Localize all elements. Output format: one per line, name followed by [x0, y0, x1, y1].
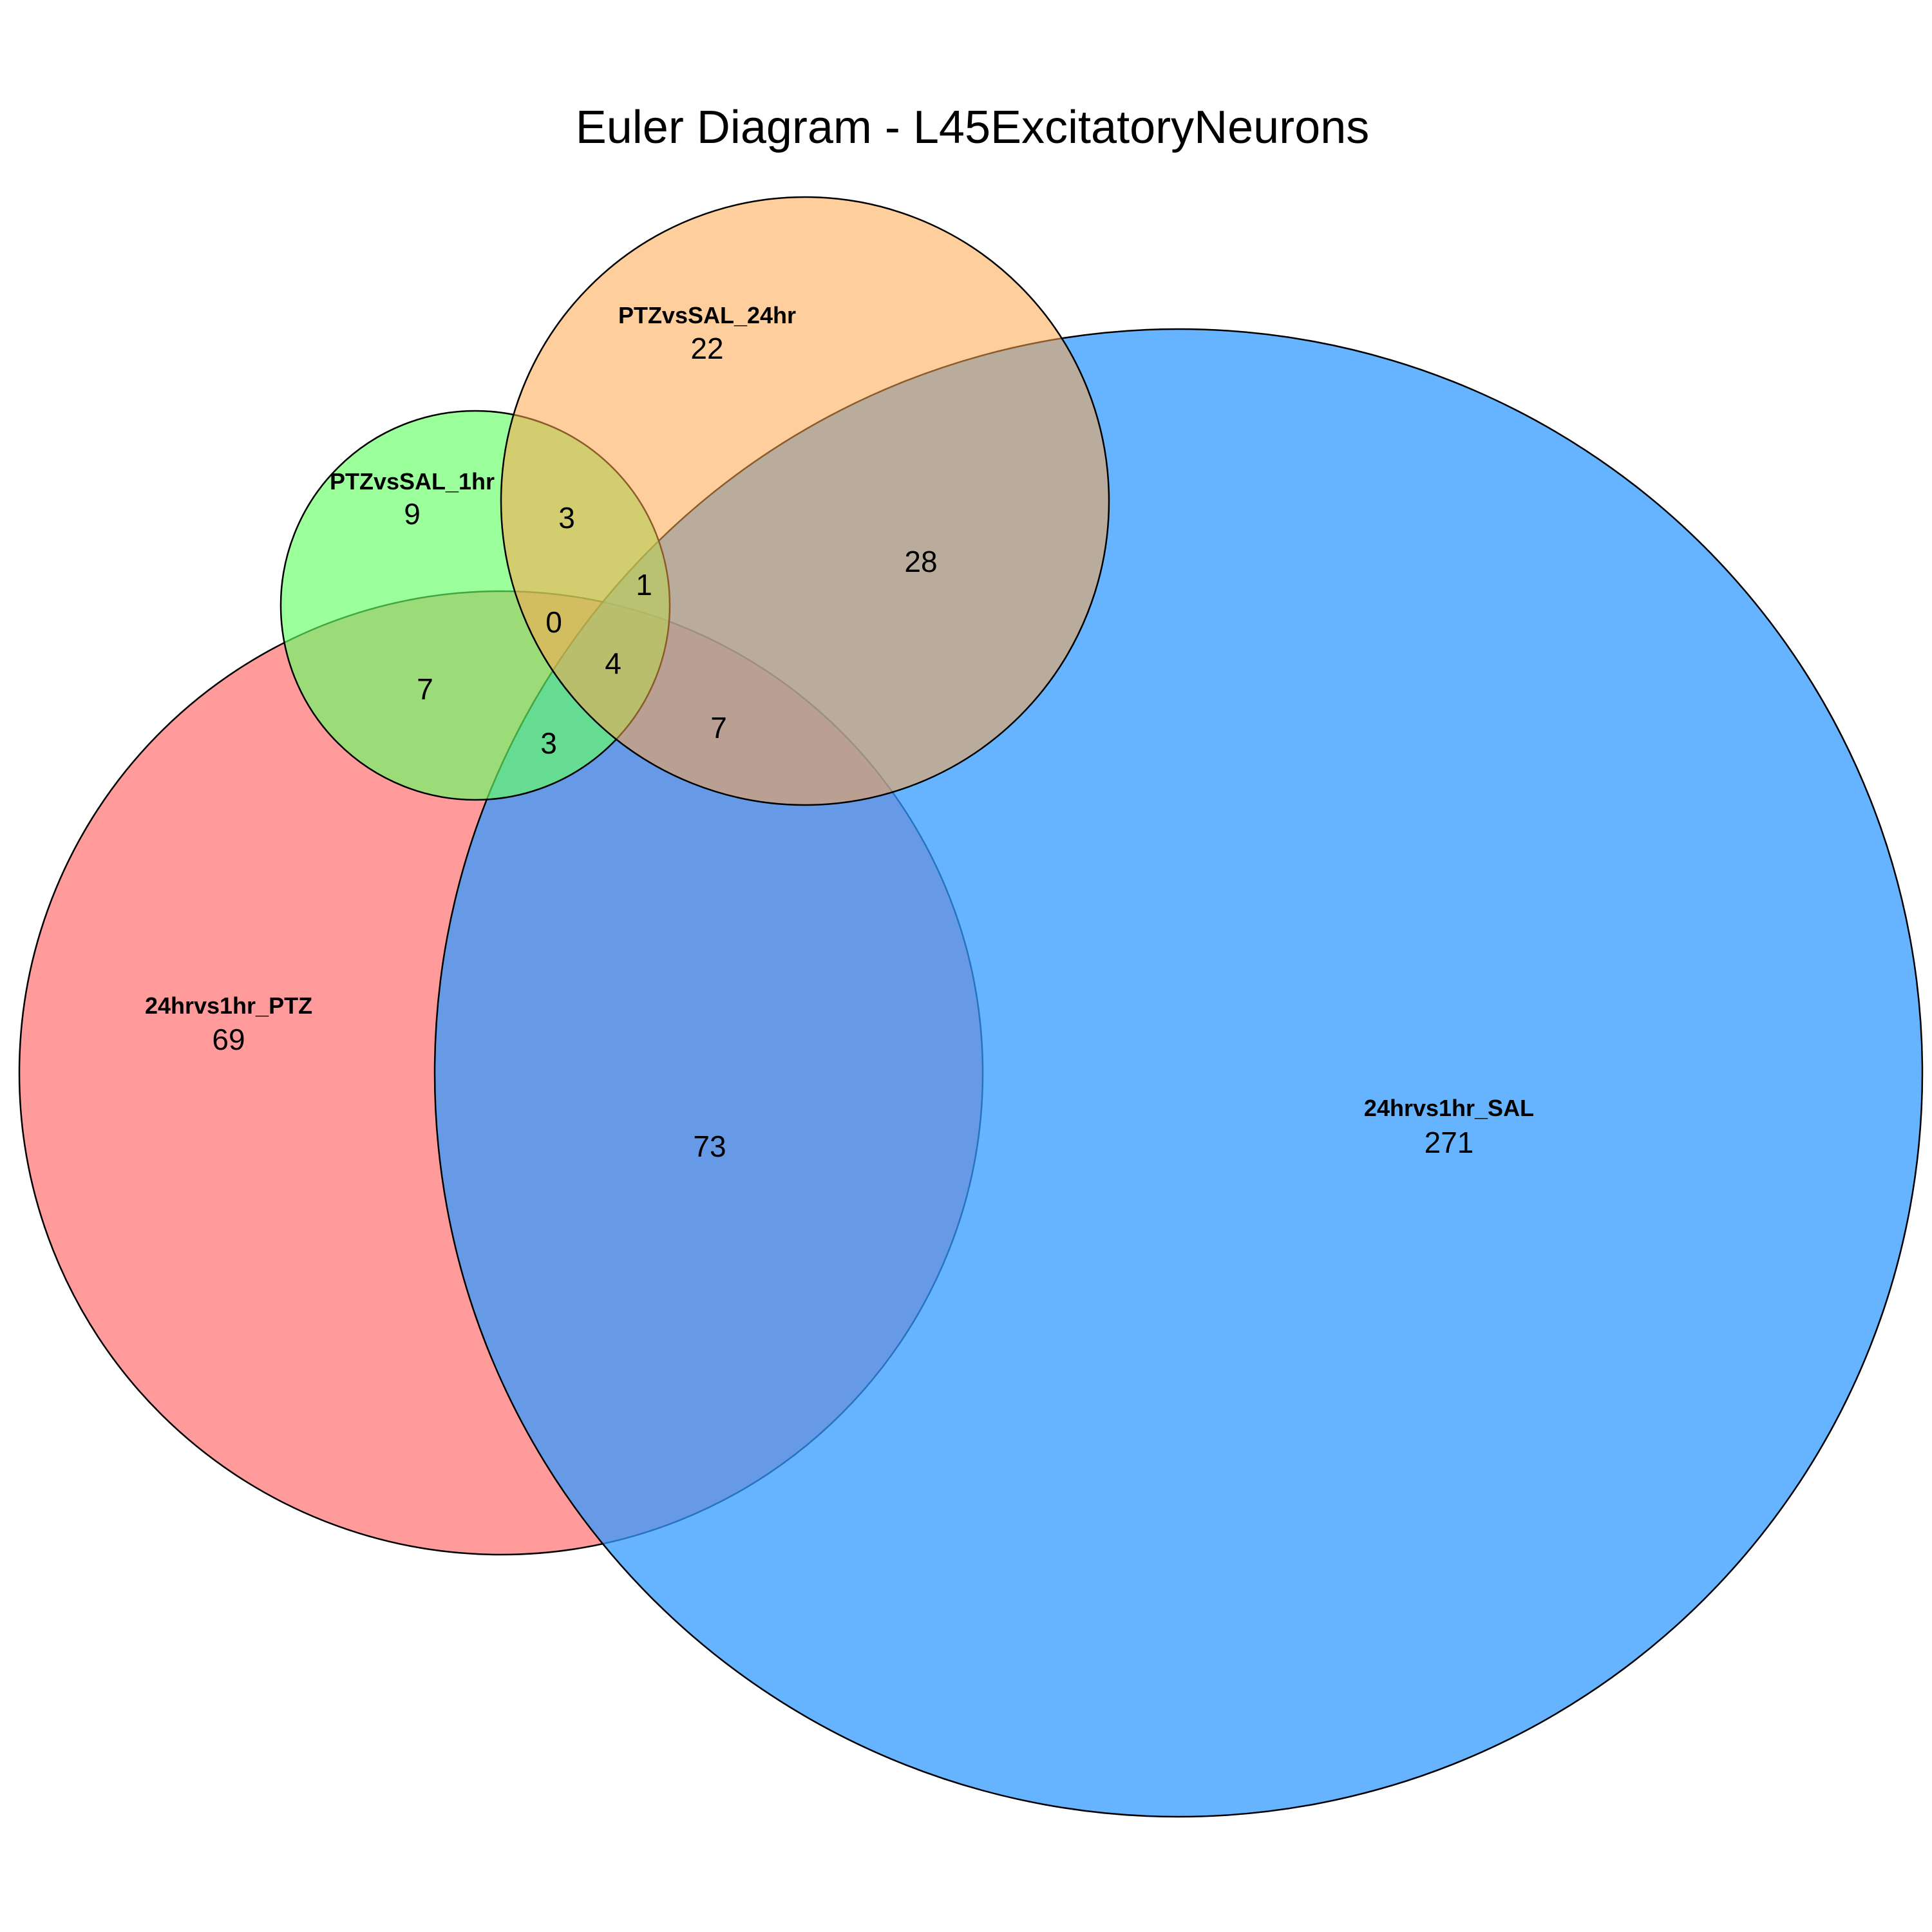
- count-all-four: 4: [605, 647, 621, 680]
- diagram-title: Euler Diagram - L45ExcitatoryNeurons: [576, 102, 1370, 153]
- set-label-ptzvssal-24hr: PTZvsSAL_24hr: [618, 302, 796, 328]
- count-ptz-sal: 73: [693, 1130, 726, 1163]
- count-ptzvssal-24hr-only: 22: [690, 332, 723, 365]
- count-sal-24hr: 28: [904, 545, 937, 578]
- count-1hr-24hr: 3: [558, 501, 575, 535]
- set-label-24hrvs1hr-sal: 24hrvs1hr_SAL: [1364, 1095, 1534, 1121]
- count-sal-1hr-24hr: 1: [636, 568, 652, 601]
- count-ptz-sal-24hr: 7: [710, 711, 727, 744]
- set-label-24hrvs1hr-ptz: 24hrvs1hr_PTZ: [145, 992, 312, 1019]
- count-ptz-sal-1hr: 3: [540, 726, 557, 760]
- set-circle-ptzvssal-24hr: [500, 196, 1110, 806]
- count-ptz-1hr-24hr: 0: [545, 605, 562, 639]
- count-ptzvssal-1hr-only: 9: [404, 497, 421, 531]
- count-24hrvs1hr-sal-only: 271: [1425, 1126, 1474, 1159]
- count-24hrvs1hr-ptz-only: 69: [212, 1023, 245, 1056]
- count-ptz-1hr: 7: [417, 672, 433, 706]
- set-label-ptzvssal-1hr: PTZvsSAL_1hr: [330, 468, 495, 495]
